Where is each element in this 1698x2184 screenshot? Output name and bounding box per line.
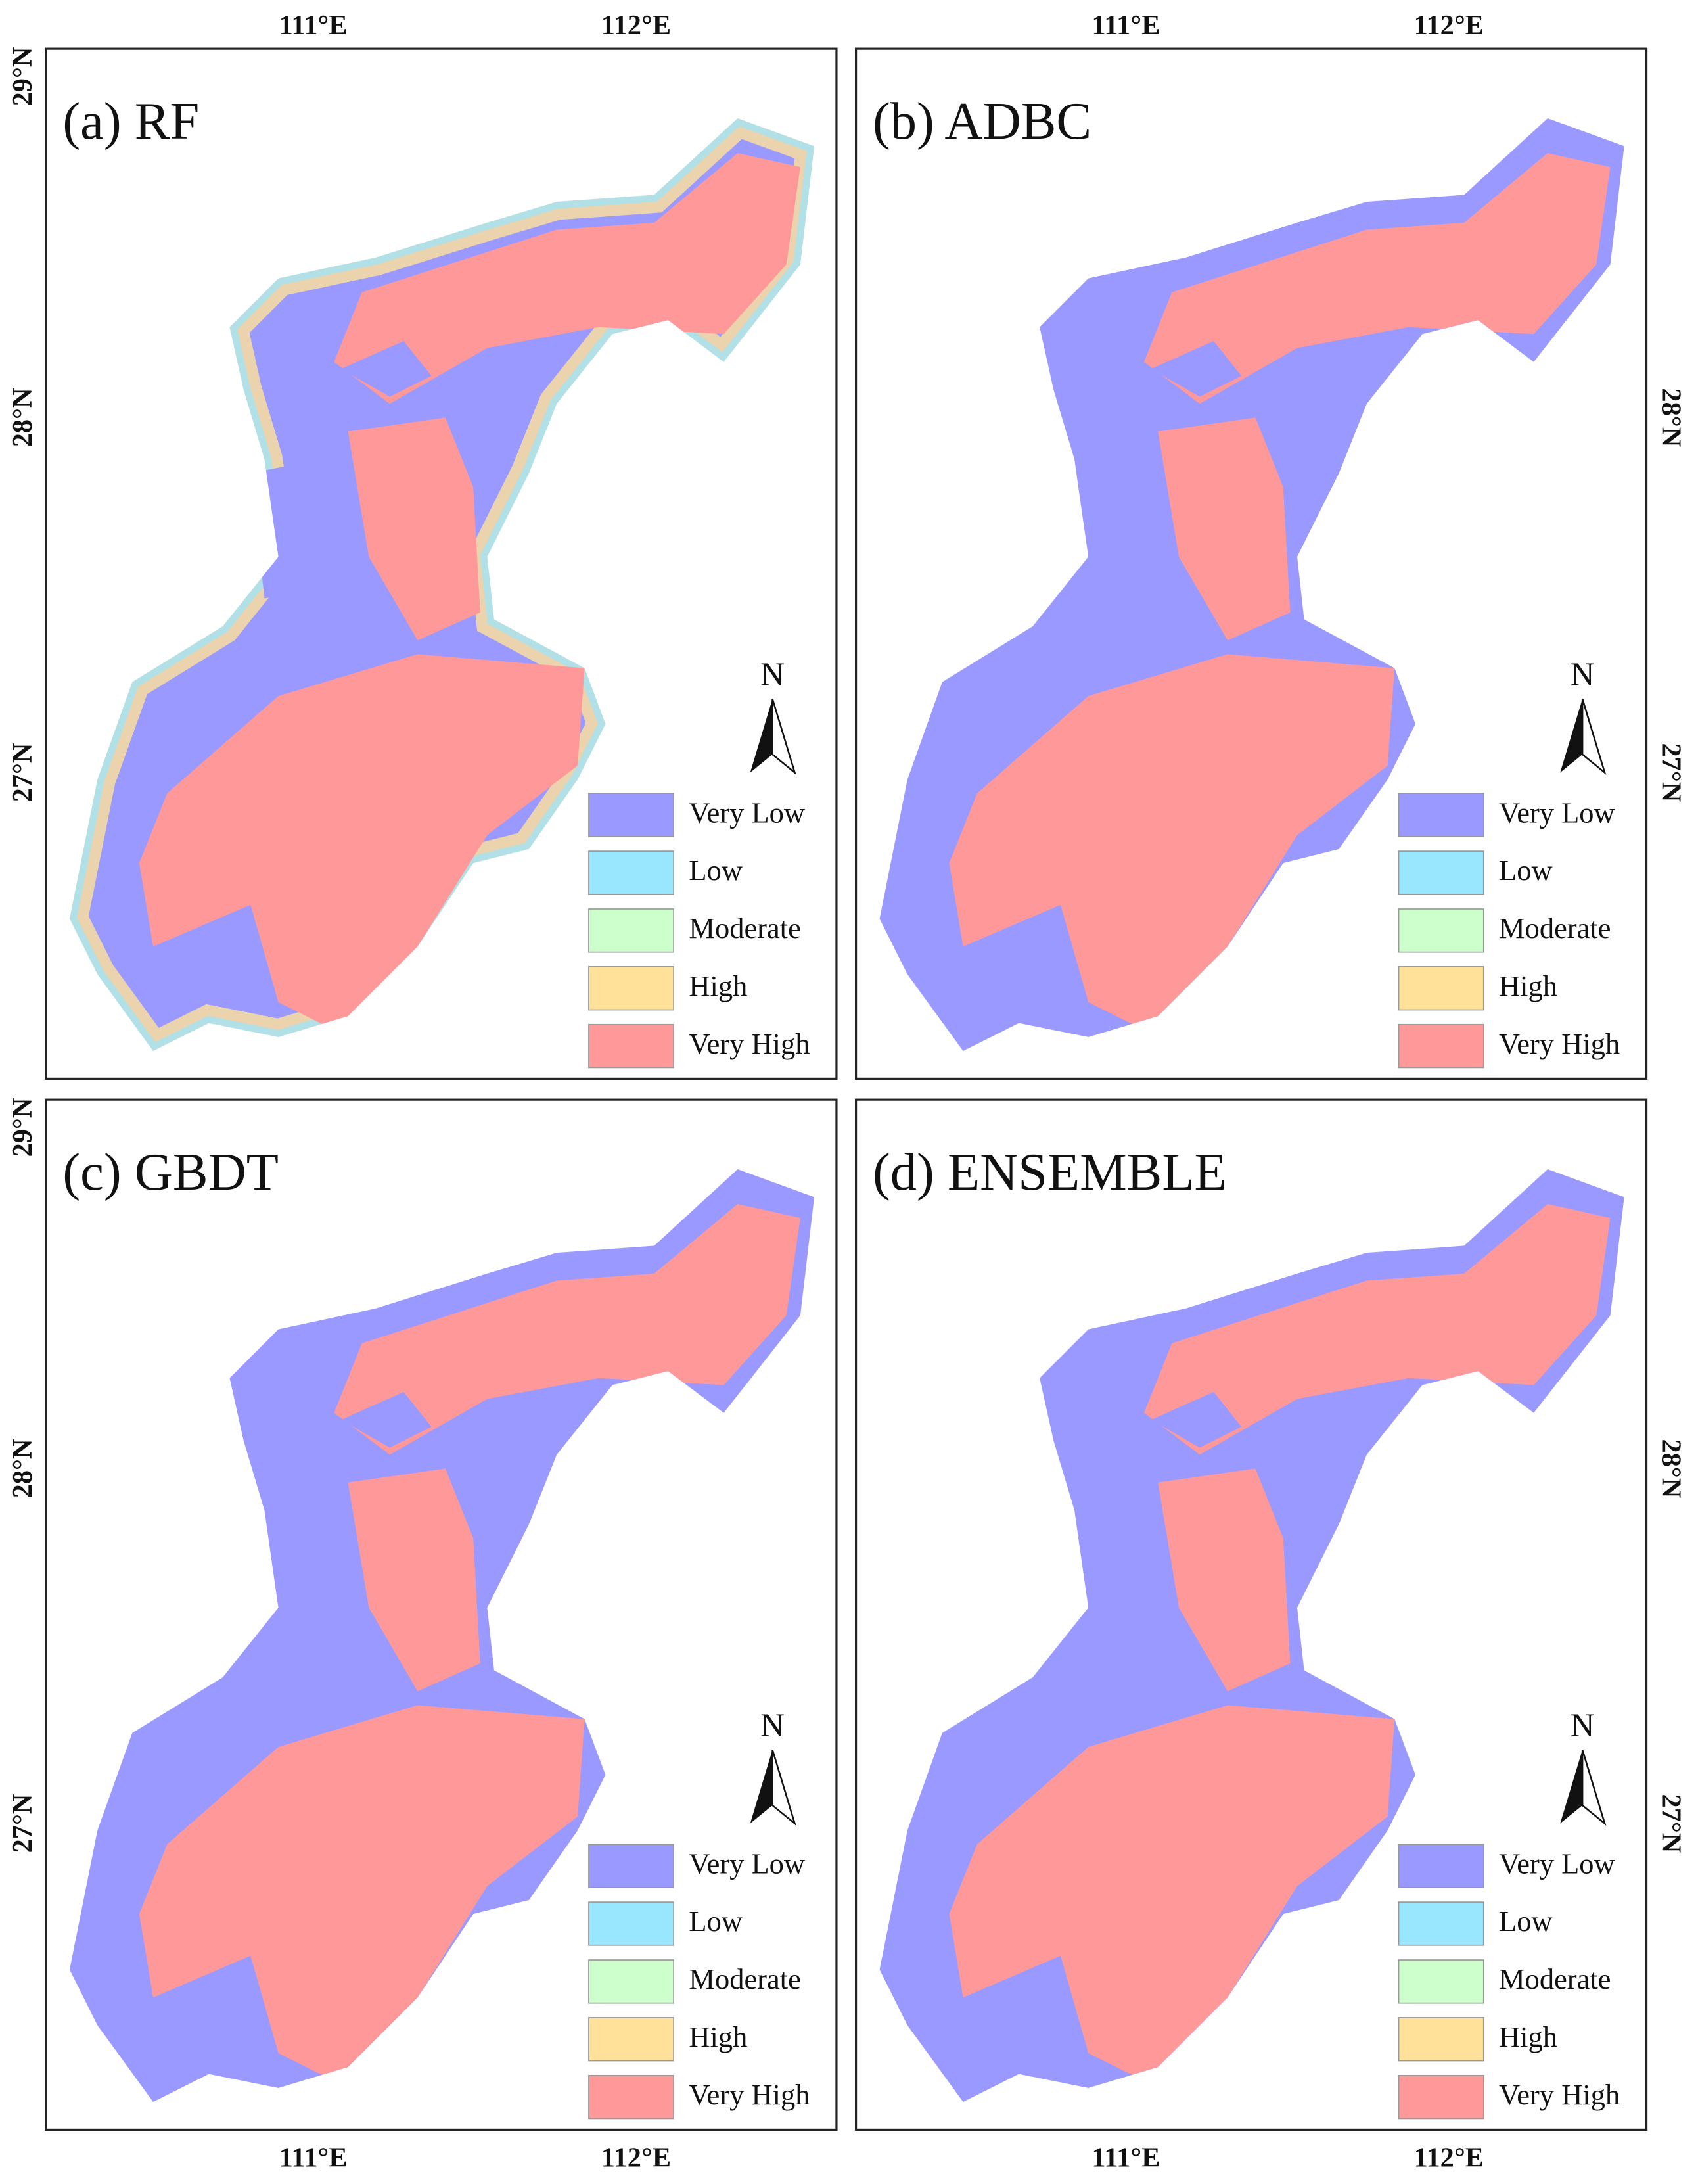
legend-swatch bbox=[588, 1901, 674, 1946]
latitude-label: 27°N bbox=[1656, 743, 1687, 802]
legend-label: Low bbox=[689, 1905, 743, 1938]
north-arrow-right bbox=[1581, 1749, 1607, 1826]
susceptibility-map bbox=[69, 1169, 815, 2103]
latitude-label: 27°N bbox=[7, 743, 38, 802]
longitude-label: 111°E bbox=[279, 10, 348, 41]
map-panel: (b) ADBC 111°E 112°E 28°N 27°N N Very Low Low Mo… bbox=[855, 10, 1687, 1080]
map-panel: (c) GBDT 111°E 112°E 29°N 28°N 27°N N Very Low L… bbox=[7, 1098, 838, 2173]
legend-label: Low bbox=[1499, 854, 1553, 887]
legend-swatch bbox=[588, 908, 674, 953]
north-arrow-right bbox=[1581, 698, 1607, 776]
longitude-label: 111°E bbox=[1091, 2143, 1160, 2173]
map-panel: (a) RF 111°E 112°E 29°N 28°N 27°N N Very Low Low… bbox=[7, 10, 838, 1080]
longitude-label: 112°E bbox=[1414, 10, 1484, 41]
latitude-label: 29°N bbox=[7, 47, 38, 106]
legend-label: High bbox=[1499, 969, 1557, 1002]
legend-swatch bbox=[588, 1959, 674, 2004]
north-arrow-right bbox=[771, 698, 796, 776]
very-high-zone bbox=[1143, 1203, 1611, 1455]
legend-label: High bbox=[1499, 2020, 1557, 2053]
legend-label: Very Low bbox=[689, 1847, 805, 1880]
longitude-label: 112°E bbox=[601, 2143, 671, 2173]
latitude-label: 27°N bbox=[7, 1794, 38, 1853]
very-high-zone bbox=[139, 1705, 585, 2081]
longitude-label: 111°E bbox=[1091, 10, 1160, 41]
legend-swatch bbox=[1398, 1959, 1484, 2004]
latitude-label: 28°N bbox=[7, 388, 38, 447]
very-high-zone bbox=[334, 1203, 800, 1455]
legend-label: Moderate bbox=[1499, 1963, 1611, 1995]
very-low-zone bbox=[1151, 1391, 1242, 1448]
legend-swatch bbox=[588, 2017, 674, 2062]
latitude-label: 28°N bbox=[7, 1439, 38, 1498]
legend-swatch bbox=[1398, 908, 1484, 953]
legend-swatch bbox=[1398, 850, 1484, 895]
latitude-label: 29°N bbox=[7, 1098, 38, 1157]
panel-title: (d) ENSEMBLE bbox=[873, 1143, 1227, 1201]
latitude-label: 28°N bbox=[1656, 1439, 1687, 1498]
legend-label: Very High bbox=[689, 1027, 810, 1060]
panel-title: (a) RF bbox=[62, 92, 199, 151]
legend-label: Very High bbox=[689, 2078, 810, 2111]
legend-swatch bbox=[588, 966, 674, 1011]
legend-swatch bbox=[588, 850, 674, 895]
legend-label: Very Low bbox=[689, 796, 805, 829]
north-arrow-left bbox=[750, 699, 773, 773]
legend-swatch bbox=[1398, 1901, 1484, 1946]
susceptibility-map bbox=[69, 118, 815, 1052]
legend-label: Very High bbox=[1499, 1027, 1620, 1060]
legend-label: High bbox=[689, 969, 747, 1002]
longitude-label: 112°E bbox=[601, 10, 671, 41]
north-arrow-left bbox=[750, 1750, 773, 1824]
north-arrow-right bbox=[771, 1749, 796, 1826]
legend-label: Very Low bbox=[1499, 796, 1615, 829]
north-label: N bbox=[760, 656, 785, 693]
latitude-label: 28°N bbox=[1656, 388, 1687, 447]
longitude-label: 112°E bbox=[1414, 2143, 1484, 2173]
very-high-zone bbox=[1143, 152, 1611, 404]
legend-label: Very High bbox=[1499, 2078, 1620, 2111]
legend-label: Very Low bbox=[1499, 1847, 1615, 1880]
legend-label: Low bbox=[689, 854, 743, 887]
longitude-label: 111°E bbox=[279, 2143, 348, 2173]
latitude-label: 27°N bbox=[1656, 1794, 1687, 1853]
legend-swatch bbox=[1398, 1844, 1484, 1888]
panel-title: (c) GBDT bbox=[62, 1143, 278, 1201]
very-high-zone bbox=[1158, 1468, 1291, 1692]
legend-swatch bbox=[588, 1844, 674, 1888]
very-high-zone bbox=[1158, 417, 1291, 641]
very-high-zone bbox=[348, 1468, 480, 1692]
legend-swatch bbox=[588, 2074, 674, 2120]
legend-swatch bbox=[1398, 1023, 1484, 1069]
legend-label: Moderate bbox=[1499, 912, 1611, 944]
legend-label: Low bbox=[1499, 1905, 1553, 1938]
north-arrow-left bbox=[1560, 1750, 1583, 1824]
legend-swatch bbox=[1398, 2017, 1484, 2062]
very-high-zone bbox=[348, 417, 480, 641]
legend-swatch bbox=[588, 1023, 674, 1069]
legend-swatch bbox=[1398, 793, 1484, 837]
legend-label: High bbox=[689, 2020, 747, 2053]
panel-title: (b) ADBC bbox=[873, 92, 1091, 151]
very-low-zone bbox=[1151, 340, 1242, 397]
north-label: N bbox=[1571, 656, 1595, 693]
legend-label: Moderate bbox=[689, 1963, 800, 1995]
legend-label: Moderate bbox=[689, 912, 800, 944]
very-high-zone bbox=[949, 654, 1395, 1031]
north-label: N bbox=[1571, 1707, 1595, 1744]
legend-swatch bbox=[1398, 2074, 1484, 2120]
very-low-zone bbox=[340, 340, 432, 397]
very-high-zone bbox=[334, 152, 800, 404]
very-low-zone bbox=[340, 1391, 432, 1448]
legend-swatch bbox=[1398, 966, 1484, 1011]
map-panel: (d) ENSEMBLE 111°E 112°E 28°N 27°N N Very Low L… bbox=[855, 1098, 1687, 2173]
legend-swatch bbox=[588, 793, 674, 837]
low-zone bbox=[69, 118, 815, 1052]
north-label: N bbox=[760, 1707, 785, 1744]
very-high-zone bbox=[139, 654, 585, 1031]
north-arrow-left bbox=[1560, 699, 1583, 773]
very-high-zone bbox=[949, 1705, 1395, 2081]
